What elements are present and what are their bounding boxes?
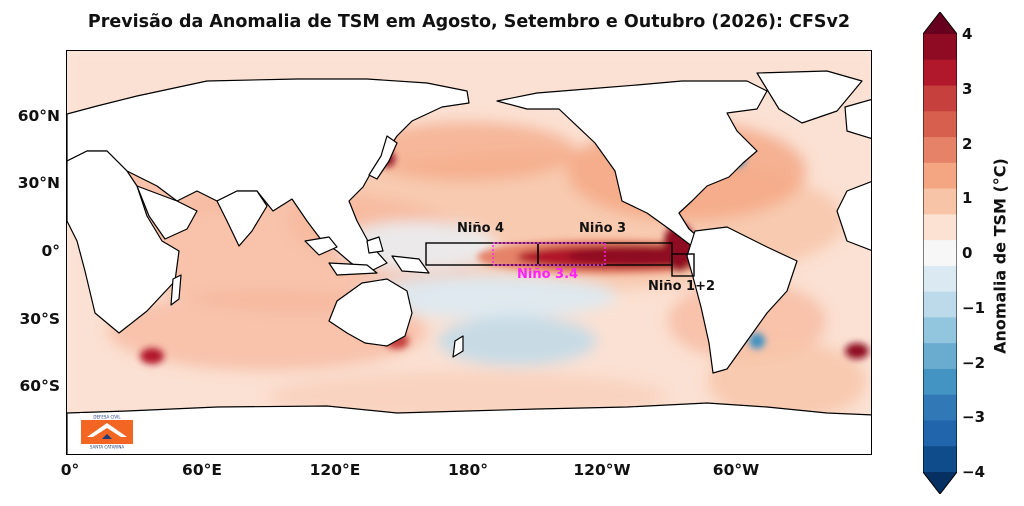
sst-map-canvas xyxy=(67,51,871,454)
continents xyxy=(67,70,871,454)
lat-tick-30n: 30°N xyxy=(17,174,60,192)
india-landmass xyxy=(216,190,268,247)
colorbar-tick-label: −1 xyxy=(962,298,986,317)
colorbar-tick-label: −3 xyxy=(962,408,986,427)
new-zealand-islands xyxy=(452,335,464,358)
colorbar-band xyxy=(923,59,957,87)
nino-34-label: Niño 3.4 xyxy=(517,267,579,282)
colorbar-band xyxy=(923,85,957,112)
colorbar-tick-label: 1 xyxy=(962,189,973,208)
colorbar-band xyxy=(923,137,957,164)
greenland-landmass xyxy=(756,70,863,124)
australia-landmass xyxy=(328,278,413,347)
arabia-landmass xyxy=(136,185,198,240)
lat-tick-60n: 60°N xyxy=(17,107,60,125)
lon-tick-120w: 120°W xyxy=(573,461,631,479)
colorbar-band xyxy=(923,162,957,190)
map-title: Previsão da Anomalia de TSM em Agosto, S… xyxy=(87,12,851,32)
colorbar-extend-bottom xyxy=(923,472,957,494)
colorbar-label: Anomalia de TSM (°C) xyxy=(990,158,1010,354)
nino-34-box xyxy=(492,242,606,266)
colorbar-band xyxy=(923,343,957,370)
colorbar-tick-label: −4 xyxy=(962,463,986,481)
lat-tick-30s: 30°S xyxy=(19,310,60,328)
europe-east-edge xyxy=(844,98,871,140)
colorbar-segments xyxy=(923,12,957,494)
colorbar-band xyxy=(923,34,957,61)
north-america-landmass xyxy=(496,80,768,248)
lon-tick-60w: 60°W xyxy=(712,461,760,479)
nino-12-label: Niño 1+2 xyxy=(648,279,716,294)
defesa-civil-logo: DEFESA CIVIL SANTA CATARINA xyxy=(80,413,134,450)
lat-tick-60s: 60°S xyxy=(19,377,60,395)
colorbar-tick-label: −2 xyxy=(962,353,986,372)
colorbar-band xyxy=(923,446,957,473)
svg-text:SANTA CATARINA: SANTA CATARINA xyxy=(90,445,125,450)
madagascar-island xyxy=(170,274,182,306)
lon-tick-120e: 120°E xyxy=(309,461,361,479)
indonesia-islands xyxy=(304,236,384,276)
lon-tick-60e: 60°E xyxy=(182,461,222,479)
lat-tick-0: 0° xyxy=(41,242,60,260)
svg-text:DEFESA CIVIL: DEFESA CIVIL xyxy=(93,415,121,420)
colorbar-extend-top xyxy=(923,12,957,34)
colorbar-band xyxy=(923,291,957,318)
nino-region-boxes xyxy=(425,242,695,277)
colorbar-tick-label: 2 xyxy=(962,134,973,153)
japan-islands xyxy=(368,135,398,180)
lon-tick-180: 180° xyxy=(447,461,489,479)
nino-4-label: Niño 4 xyxy=(457,221,505,236)
africa-landmass xyxy=(67,150,180,334)
colorbar-band xyxy=(923,240,957,267)
colorbar-band xyxy=(923,111,957,138)
colorbar-band xyxy=(923,420,957,447)
colorbar-band xyxy=(923,265,957,293)
africa-east-edge xyxy=(836,181,871,251)
new-guinea-island xyxy=(391,255,430,274)
colorbar-tick-label: 4 xyxy=(962,25,973,43)
colorbar-tick-label: 3 xyxy=(962,79,973,98)
antarctica-landmass xyxy=(67,402,871,454)
colorbar-band xyxy=(923,368,957,396)
colorbar-tick-label: 0 xyxy=(962,244,973,262)
colorbar-band xyxy=(923,317,957,344)
colorbar-band xyxy=(923,214,957,241)
colorbar-band xyxy=(923,394,957,421)
nino-12-box xyxy=(671,253,695,277)
colorbar xyxy=(923,12,957,494)
map-panel: Niño 4 Niño 3 Niño 3.4 Niño 1+2 DEFESA C… xyxy=(66,50,872,455)
lon-tick-0: 0° xyxy=(60,461,80,479)
colorbar-band xyxy=(923,188,957,215)
nino-3-label: Niño 3 xyxy=(579,221,627,236)
south-america-landmass xyxy=(686,226,798,374)
